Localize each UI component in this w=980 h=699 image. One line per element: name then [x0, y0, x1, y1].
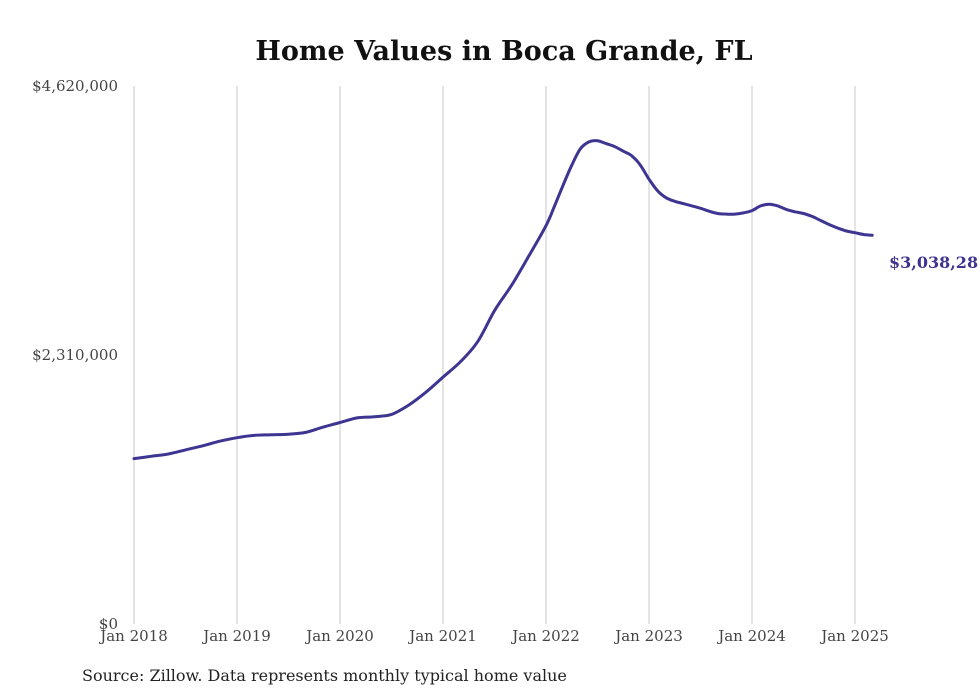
data-point: [373, 415, 376, 418]
data-point: [510, 284, 513, 287]
data-point: [253, 434, 256, 437]
y-axis-ticks: $0 $2,310,000 $4,620,000: [32, 77, 118, 633]
data-point: [150, 455, 153, 458]
data-point: [742, 211, 745, 214]
data-point: [768, 203, 771, 206]
data-point: [605, 142, 608, 145]
data-point: [862, 233, 865, 236]
data-point: [871, 234, 874, 237]
x-tick-label: Jan 2025: [819, 627, 889, 645]
data-point: [845, 230, 848, 233]
data-point: [673, 200, 676, 203]
series-group: [132, 139, 874, 461]
data-point: [819, 219, 822, 222]
data-point: [751, 209, 754, 212]
x-tick-label: Jan 2018: [98, 627, 168, 645]
chart-title: Home Values in Boca Grande, FL: [255, 36, 752, 67]
data-point: [811, 215, 814, 218]
data-point: [716, 212, 719, 215]
data-point: [133, 457, 136, 460]
data-point: [545, 224, 548, 227]
data-point: [587, 140, 590, 143]
data-point: [424, 391, 427, 394]
x-tick-label: Jan 2022: [510, 627, 580, 645]
data-point: [493, 309, 496, 312]
data-point: [201, 444, 204, 447]
x-tick-label: Jan 2024: [716, 627, 786, 645]
data-point: [596, 139, 599, 142]
data-point: [304, 431, 307, 434]
data-point: [390, 413, 393, 416]
data-point: [270, 433, 273, 436]
data-point: [708, 210, 711, 213]
data-point: [785, 208, 788, 211]
data-point: [802, 212, 805, 215]
data-point: [236, 436, 239, 439]
data-point: [836, 227, 839, 230]
data-point: [725, 213, 728, 216]
data-point: [793, 210, 796, 213]
gridlines: [133, 86, 856, 624]
data-point: [622, 150, 625, 153]
data-point: [356, 416, 359, 419]
data-point: [321, 426, 324, 429]
y-tick-label: $0: [99, 615, 118, 633]
data-point: [776, 204, 779, 207]
data-point: [167, 453, 170, 456]
data-point: [630, 154, 633, 157]
data-point: [648, 178, 651, 181]
data-point: [562, 184, 565, 187]
data-point: [639, 164, 642, 167]
data-point: [459, 361, 462, 364]
data-point: [339, 421, 342, 424]
data-point: [287, 433, 290, 436]
x-tick-label: Jan 2023: [613, 627, 683, 645]
data-point: [407, 404, 410, 407]
data-point: [553, 204, 556, 207]
series-line-0: [132, 139, 874, 461]
y-tick-label: $4,620,000: [32, 77, 118, 95]
end-value-label: $3,038,28: [889, 253, 978, 272]
source-note: Source: Zillow. Data represents monthly …: [82, 666, 567, 685]
x-tick-label: Jan 2019: [201, 627, 271, 645]
data-point: [613, 145, 616, 148]
data-point: [476, 341, 479, 344]
data-point: [184, 448, 187, 451]
y-tick-label: $2,310,000: [32, 346, 118, 364]
data-point: [854, 231, 857, 234]
data-point: [656, 189, 659, 192]
data-point: [682, 202, 685, 205]
data-point: [218, 440, 221, 443]
data-point: [527, 255, 530, 258]
x-tick-label: Jan 2020: [304, 627, 374, 645]
data-point: [699, 207, 702, 210]
x-tick-label: Jan 2021: [407, 627, 477, 645]
x-axis-ticks: Jan 2018 Jan 2019 Jan 2020 Jan 2021 Jan 2022…: [98, 627, 889, 645]
data-point: [442, 376, 445, 379]
data-point: [570, 164, 573, 167]
data-point: [579, 147, 582, 150]
data-point: [733, 213, 736, 216]
data-point: [690, 204, 693, 207]
data-point: [828, 223, 831, 226]
data-point: [759, 204, 762, 207]
data-point: [665, 196, 668, 199]
